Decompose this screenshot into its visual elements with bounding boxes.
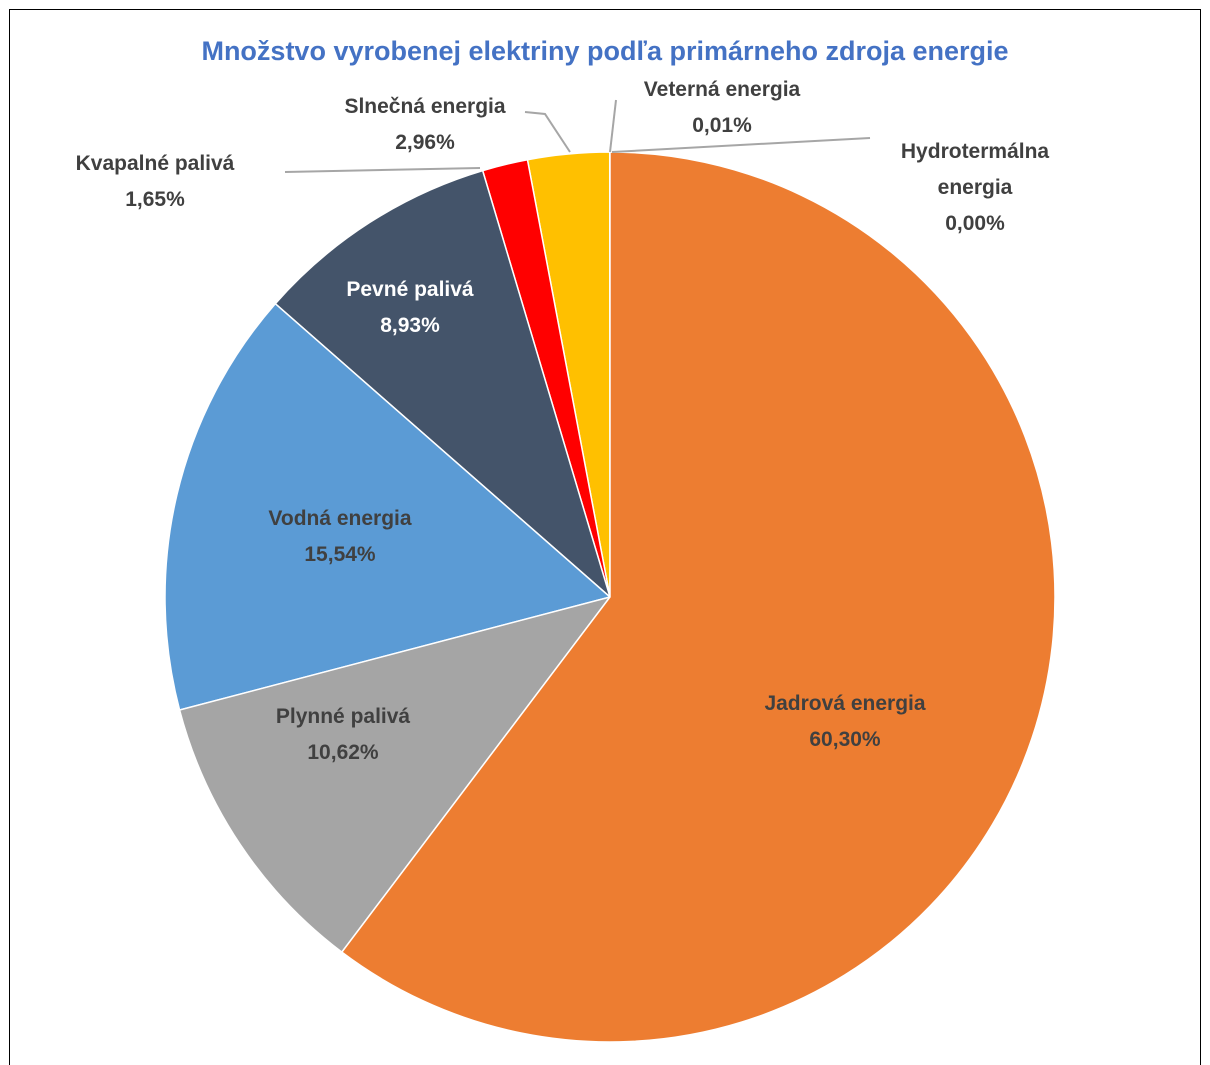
data-label: Hydrotermálna energia 0,00% (875, 134, 1075, 242)
category-label: Veterná energia (643, 78, 801, 101)
pie-slice (340, 151, 1056, 1043)
category-label: Kvapalné palivá (75, 152, 235, 175)
data-label: Veterná energia 0,01% (644, 72, 800, 144)
leader-line (611, 137, 871, 153)
pie-slice (164, 302, 612, 711)
category-label: Slnečná energia (344, 95, 506, 118)
data-label: Jadrová energia 60,30% (764, 686, 925, 758)
value-label: 2,96% (395, 131, 455, 154)
value-label: 15,54% (304, 543, 376, 566)
value-label: 0,01% (692, 114, 752, 137)
value-label: 10,62% (307, 741, 379, 764)
leader-line (284, 167, 481, 173)
chart-title: Množstvo vyrobenej elektriny podľa primá… (201, 36, 1009, 66)
leader-line (609, 99, 617, 153)
data-label: Plynné palivá 10,62% (276, 699, 410, 771)
data-label: Kvapalné palivá 1,65% (76, 146, 235, 218)
category-label: Plynné palivá (275, 705, 411, 728)
category-label: Hydrotermálna energia (900, 140, 1050, 199)
data-label: Slnečná energia 2,96% (344, 89, 505, 161)
pie-slice (274, 169, 612, 600)
category-label: Jadrová energia (764, 692, 926, 715)
value-label: 0,00% (945, 212, 1005, 235)
value-label: 8,93% (380, 314, 440, 337)
pie-slice (178, 595, 612, 954)
category-label: Pevné palivá (346, 278, 474, 301)
value-label: 1,65% (125, 188, 185, 211)
category-label: Vodná energia (268, 507, 412, 530)
data-label: Pevné palivá 8,93% (346, 272, 473, 344)
data-label: Vodná energia 15,54% (268, 501, 411, 573)
leader-line (524, 111, 571, 153)
value-label: 60,30% (809, 728, 881, 751)
